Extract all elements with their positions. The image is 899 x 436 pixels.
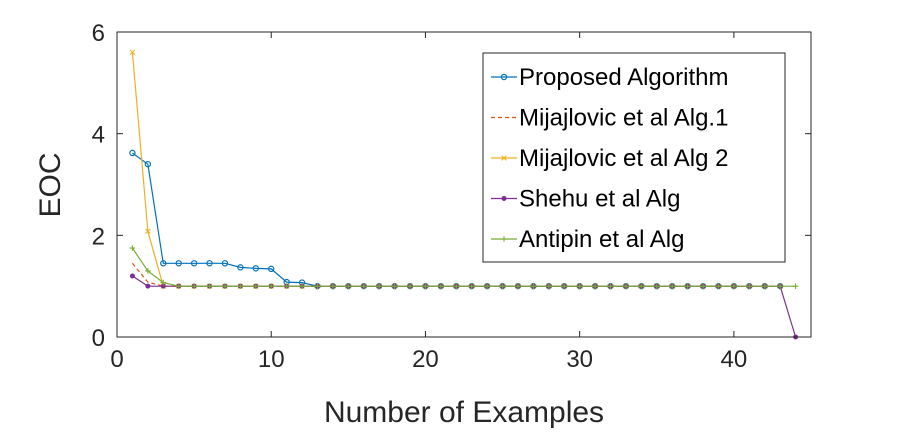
data-point-proposed-algorithm (206, 260, 213, 267)
data-point-antipin-et-al-alg (731, 283, 737, 289)
data-point-antipin-et-al-alg (484, 283, 490, 289)
y-tick-label: 2 (92, 223, 105, 250)
legend-item-proposed-algorithm: Proposed Algorithm (491, 64, 728, 91)
data-point-antipin-et-al-alg (468, 283, 475, 289)
legend: Proposed Algorithm Mijajlovic et al Alg.1… (482, 52, 786, 263)
data-point-antipin-et-al-alg (561, 283, 568, 289)
plot-frame (116, 31, 812, 338)
data-point-antipin-et-al-alg (623, 283, 629, 289)
data-point-antipin-et-al-alg (700, 283, 706, 289)
data-point-antipin-et-al-alg (345, 283, 352, 289)
data-point-antipin-et-al-alg (268, 283, 275, 289)
legend-label: Proposed Algorithm (519, 64, 728, 91)
legend-item-mijajlovic-et-al-alg-1: Mijajlovic et al Alg.1 (491, 105, 728, 132)
data-point-antipin-et-al-alg (314, 283, 321, 289)
data-point-antipin-et-al-alg (175, 283, 182, 289)
legend-marker (500, 73, 508, 81)
legend-label: Mijajlovic et al Alg.1 (519, 105, 728, 132)
x-tick-label: 20 (412, 346, 439, 373)
data-point-antipin-et-al-alg (453, 283, 460, 289)
data-point-proposed-algorithm (268, 265, 275, 273)
data-point-proposed-algorithm (237, 264, 244, 271)
data-point-antipin-et-al-alg (360, 283, 367, 289)
x-tick-label: 40 (721, 346, 748, 373)
data-point-antipin-et-al-alg (607, 283, 614, 289)
data-point-antipin-et-al-alg (376, 283, 382, 289)
data-point-antipin-et-al-alg (761, 283, 768, 289)
x-tick-label: 0 (110, 346, 123, 373)
data-point-antipin-et-al-alg (777, 283, 783, 289)
y-tick-label: 4 (92, 122, 105, 149)
data-point-antipin-et-al-alg (299, 283, 305, 289)
data-point-shehu-et-al-alg (129, 273, 135, 279)
data-point-antipin-et-al-alg (515, 283, 521, 289)
series-layer (129, 49, 799, 340)
legend-box (482, 52, 786, 263)
legend-marker (501, 155, 507, 161)
legend-item-antipin-et-al-alg: Antipin et al Alg (491, 226, 684, 253)
data-point-antipin-et-al-alg (530, 283, 537, 289)
data-point-antipin-et-al-alg (592, 283, 598, 289)
data-point-proposed-algorithm (190, 260, 198, 267)
x-tick-label: 30 (566, 346, 593, 373)
legend-label: Mijajlovic et al Alg 2 (519, 145, 728, 172)
y-tick-label: 0 (92, 325, 105, 352)
data-point-antipin-et-al-alg (638, 283, 645, 289)
series-antipin-et-al-alg (129, 245, 799, 289)
data-point-antipin-et-al-alg (145, 268, 151, 274)
legend-item-mijajlovic-et-al-alg-2: Mijajlovic et al Alg 2 (491, 145, 728, 172)
data-point-antipin-et-al-alg (715, 283, 722, 289)
y-axis-label: EOC (34, 152, 67, 217)
data-point-antipin-et-al-alg (438, 283, 444, 289)
legend-label: Antipin et al Alg (519, 226, 684, 253)
data-point-antipin-et-al-alg (684, 283, 691, 289)
data-point-antipin-et-al-alg (206, 283, 213, 289)
data-point-antipin-et-al-alg (653, 283, 660, 289)
data-point-antipin-et-al-alg (407, 283, 413, 289)
legend-label: Shehu et al Alg (519, 186, 680, 213)
data-point-antipin-et-al-alg (160, 279, 167, 286)
legend-marker (501, 196, 507, 202)
data-point-antipin-et-al-alg (499, 283, 506, 289)
data-point-proposed-algorithm (175, 260, 182, 267)
data-point-proposed-algorithm (221, 260, 229, 267)
y-tick-label: 6 (92, 20, 105, 47)
tick-label-layer: 0 10 20 30 40 0 2 4 6 (92, 20, 748, 373)
axes-layer (116, 31, 812, 338)
data-point-antipin-et-al-alg (391, 283, 398, 289)
data-point-antipin-et-al-alg (792, 283, 799, 289)
data-point-proposed-algorithm (129, 149, 136, 157)
legend-item-shehu-et-al-alg: Shehu et al Alg (491, 186, 680, 213)
data-point-antipin-et-al-alg (191, 283, 197, 289)
data-point-antipin-et-al-alg (283, 283, 290, 289)
data-point-proposed-algorithm (252, 265, 259, 272)
data-point-antipin-et-al-alg (129, 245, 136, 251)
data-point-antipin-et-al-alg (330, 283, 336, 289)
data-point-antipin-et-al-alg (222, 283, 228, 289)
data-point-proposed-algorithm (160, 260, 167, 267)
data-point-antipin-et-al-alg (253, 283, 259, 289)
x-tick-label: 10 (258, 346, 285, 373)
data-point-mijajlovic-et-al-alg-2 (145, 228, 151, 234)
data-point-antipin-et-al-alg (546, 283, 552, 289)
data-point-antipin-et-al-alg (669, 283, 675, 289)
data-point-antipin-et-al-alg (746, 283, 753, 289)
data-point-antipin-et-al-alg (237, 283, 244, 289)
data-point-antipin-et-al-alg (576, 283, 583, 289)
data-point-proposed-algorithm (144, 160, 152, 168)
legend-marker (501, 236, 507, 242)
data-point-antipin-et-al-alg (422, 283, 429, 289)
data-point-mijajlovic-et-al-alg-2 (129, 49, 136, 56)
data-point-shehu-et-al-alg (145, 283, 151, 289)
x-axis-label: Number of Examples (324, 396, 604, 429)
